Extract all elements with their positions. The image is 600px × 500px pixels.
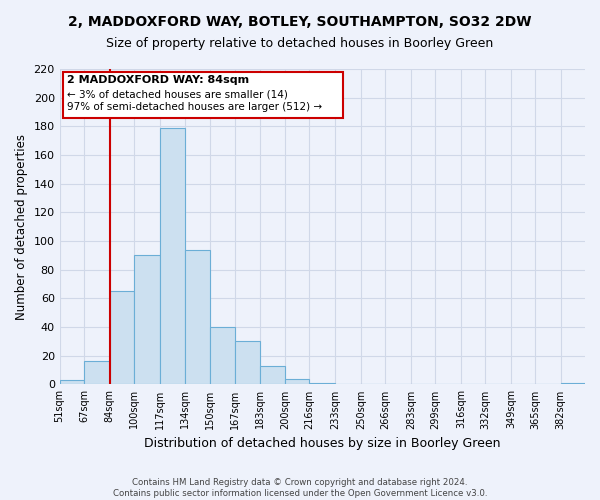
- Text: 2 MADDOXFORD WAY: 84sqm: 2 MADDOXFORD WAY: 84sqm: [67, 74, 250, 85]
- Bar: [160, 128, 185, 384]
- X-axis label: Distribution of detached houses by size in Boorley Green: Distribution of detached houses by size …: [144, 437, 500, 450]
- Bar: [185, 250, 209, 384]
- Y-axis label: Number of detached properties: Number of detached properties: [15, 134, 28, 320]
- Bar: [110, 291, 134, 384]
- Bar: [260, 366, 285, 384]
- Text: 97% of semi-detached houses are larger (512) →: 97% of semi-detached houses are larger (…: [67, 102, 322, 112]
- Text: Size of property relative to detached houses in Boorley Green: Size of property relative to detached ho…: [106, 38, 494, 51]
- Bar: [84, 362, 110, 384]
- Bar: [62, 72, 343, 118]
- Bar: [59, 380, 84, 384]
- Bar: [235, 342, 260, 384]
- Bar: [285, 378, 310, 384]
- Bar: [134, 256, 160, 384]
- Text: ← 3% of detached houses are smaller (14): ← 3% of detached houses are smaller (14): [67, 89, 288, 99]
- Text: 2, MADDOXFORD WAY, BOTLEY, SOUTHAMPTON, SO32 2DW: 2, MADDOXFORD WAY, BOTLEY, SOUTHAMPTON, …: [68, 15, 532, 29]
- Bar: [209, 327, 235, 384]
- Text: Contains HM Land Registry data © Crown copyright and database right 2024.
Contai: Contains HM Land Registry data © Crown c…: [113, 478, 487, 498]
- Bar: [561, 383, 585, 384]
- Bar: [310, 383, 335, 384]
